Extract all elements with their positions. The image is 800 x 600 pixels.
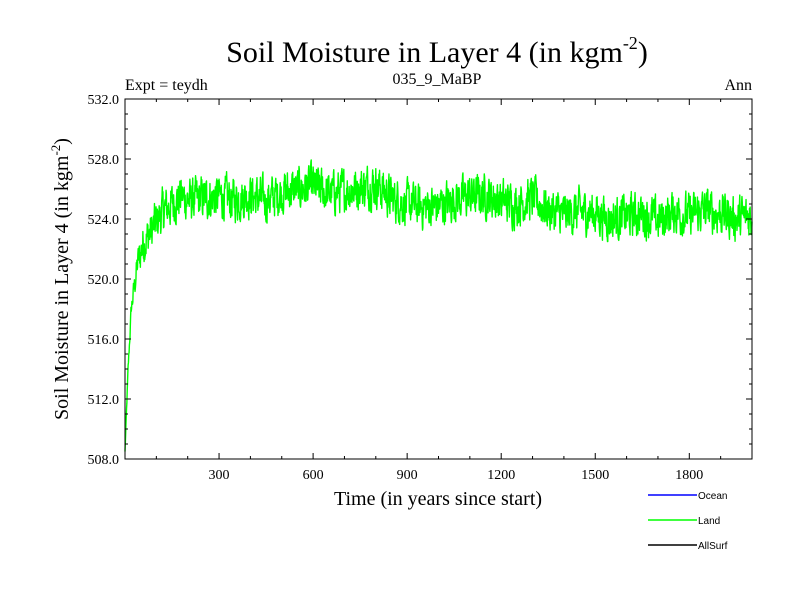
experiment-label: Expt = teydh (125, 77, 208, 94)
subtitle-label: 035_9_MaBP (393, 71, 482, 88)
x-tick-label: 600 (303, 468, 324, 483)
chart-title: Soil Moisture in Layer 4 (in kgm-2) (226, 33, 648, 69)
y-tick-label: 532.0 (88, 93, 120, 108)
legend-label-ocean: Ocean (698, 491, 727, 502)
y-tick-label: 520.0 (88, 273, 120, 288)
season-label: Ann (724, 77, 752, 94)
x-tick-label: 1800 (675, 468, 703, 483)
y-tick-label: 524.0 (88, 213, 120, 228)
y-tick-label: 516.0 (88, 333, 120, 348)
y-tick-label: 512.0 (88, 393, 120, 408)
y-tick-label: 508.0 (88, 453, 120, 468)
legend-label-land: Land (698, 516, 720, 527)
x-axis: 300 600 900 1200 1500 1800 (155, 99, 722, 483)
x-axis-label: Time (in years since start) (334, 488, 542, 510)
x-tick-label: 1200 (487, 468, 515, 483)
y-axis: 508.0 512.0 516.0 520.0 524.0 528.0 532.0 (88, 93, 752, 468)
series-line-land (124, 159, 753, 452)
y-axis-label: Soil Moisture in Layer 4 (in kgm-2) (48, 138, 73, 420)
legend-label-allsurf: AllSurf (698, 541, 728, 552)
x-tick-label: 1500 (581, 468, 609, 483)
x-tick-label: 300 (209, 468, 230, 483)
y-tick-label: 528.0 (88, 153, 120, 168)
x-tick-label: 900 (397, 468, 418, 483)
plot-layer (124, 159, 753, 452)
plot-frame (124, 98, 753, 460)
legend: Ocean Land AllSurf (648, 491, 728, 552)
